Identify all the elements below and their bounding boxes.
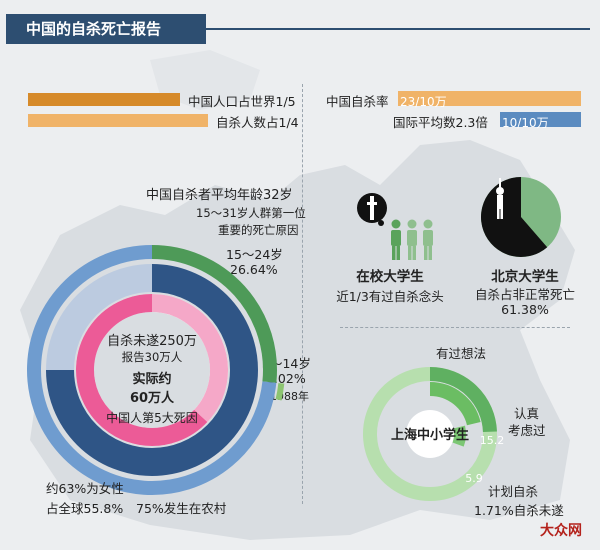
rate-label: 中国自杀率 [326, 94, 389, 109]
donut-center: 自杀未遂250万 报告30万人 实际约 60万人 中国人第5大死因 [82, 330, 222, 426]
hanging-figure-icon [496, 178, 504, 219]
population-bar [28, 93, 180, 106]
reported-count: 报告30万人 [121, 350, 183, 364]
leading-cause-line1: 15～31岁人群第一位 [196, 206, 306, 220]
college-figure-group [357, 193, 433, 260]
attempted-label: 1.71%自杀未遂 [474, 503, 564, 518]
female-share-line1: 约63%为女性 [46, 481, 124, 496]
urban-arc [46, 264, 153, 371]
had-thoughts-arc [429, 367, 497, 433]
student-person-icon [407, 219, 417, 260]
population-label: 中国人口占世界1/5 [188, 94, 296, 109]
considered-value: 15.2 [480, 434, 505, 447]
pku-label: 北京大学生 [491, 269, 559, 285]
age-15-24-value: 26.64% [230, 262, 278, 277]
shanghai-center [406, 410, 454, 458]
watermark-logo: 大众网 [540, 523, 582, 539]
rural-arc [46, 264, 258, 476]
avg-age-headline: 中国自杀者平均年龄32岁 [146, 188, 293, 203]
female-share-line2: 占全球55.8% [46, 501, 124, 516]
leading-cause-line2: 重要的死亡原因 [218, 223, 299, 237]
college-desc: 近1/3有过自杀念头 [336, 289, 444, 304]
suicide-share-bar [28, 114, 208, 127]
age-5-14-arc [275, 383, 285, 401]
age-15-24-label: 15～24岁 [226, 247, 283, 262]
considered-label1: 认真 [514, 406, 540, 421]
planned-arc [452, 425, 466, 447]
student-person-icon [423, 219, 433, 260]
planned-label: 计划自杀 [488, 484, 539, 499]
intl-label: 国际平均数2.3倍 [393, 115, 488, 130]
page-title: 中国的自杀死亡报告 [6, 14, 206, 44]
male-arc [151, 294, 228, 423]
actual-count: 60万人 [129, 391, 175, 406]
death-cause-rank: 中国人第5大死因 [106, 411, 198, 425]
pku-pie [481, 177, 561, 257]
shanghai-center-label: 上海中小学生 [391, 427, 469, 443]
rate-bar: 23/10万 [398, 91, 581, 109]
column-divider [302, 84, 303, 504]
college-label: 在校大学生 [356, 269, 424, 285]
intl-bar: 10/10万 [500, 112, 581, 130]
female-arc [76, 294, 208, 446]
student-person-icon [391, 219, 401, 260]
pku-value: 61.38% [501, 302, 549, 317]
actual-label: 实际约 [132, 372, 172, 387]
thought-bubble-icon [357, 193, 387, 226]
pku-rule [340, 327, 570, 328]
intl-value: 10/10万 [502, 116, 549, 130]
suicide-share-label: 自杀人数占1/4 [216, 115, 299, 130]
outer-arc [27, 245, 277, 495]
rural-share: 75%发生在农村 [136, 501, 227, 516]
attempt-count: 自杀未遂250万 [107, 334, 197, 349]
title-underline [200, 28, 590, 30]
age-15-24-arc [151, 245, 277, 383]
pku-desc: 自杀占非正常死亡 [474, 287, 575, 302]
rate-value: 23/10万 [400, 95, 447, 109]
had-thoughts-label: 有过想法 [436, 346, 487, 361]
planned-value: 5.9 [465, 472, 483, 485]
considered-arc [429, 382, 481, 426]
considered-label2: 考虑过 [508, 423, 546, 438]
